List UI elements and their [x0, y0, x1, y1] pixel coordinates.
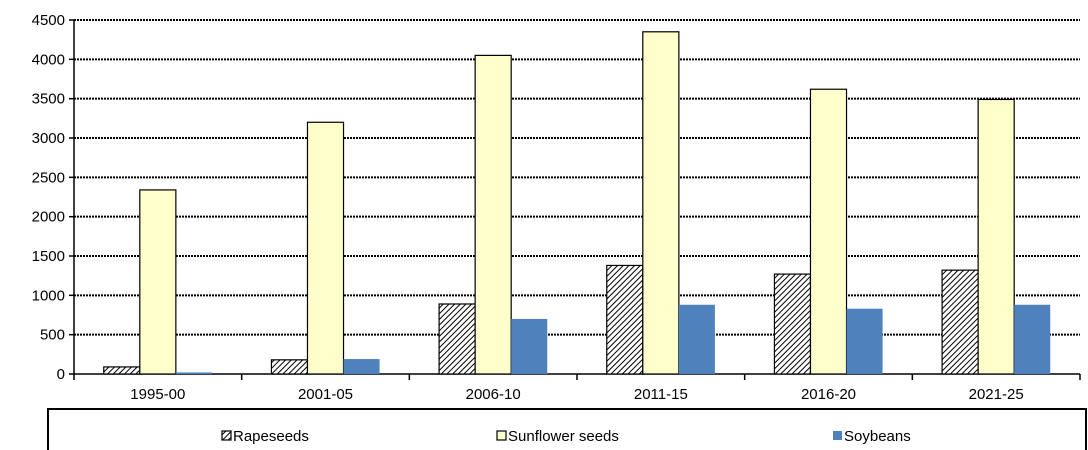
x-tick-label: 1995-00 — [130, 386, 185, 403]
legend-swatch — [496, 430, 507, 441]
bar-rapeseeds — [103, 366, 141, 375]
legend-label: Rapeseeds — [233, 428, 309, 445]
bar-soybeans — [343, 359, 380, 374]
bar-rapeseeds — [438, 303, 476, 375]
legend: Rapeseeds Sunflower seeds Soybeans — [47, 408, 1087, 450]
bar-sunflower-seeds — [642, 31, 680, 375]
y-axis: 0 500 1000 1500 2000 2500 3000 3500 4000 4500 — [32, 12, 75, 383]
bar-rapeseeds — [270, 359, 309, 375]
y-tick-label: 4000 — [32, 51, 65, 68]
bar-sunflower-seeds — [306, 121, 345, 375]
bars — [103, 31, 1051, 375]
bar-rapeseeds — [941, 269, 979, 375]
legend-label: Soybeans — [844, 428, 911, 445]
y-tick-label: 1000 — [32, 287, 65, 304]
y-tick-label: 3000 — [32, 130, 65, 147]
legend-swatch — [221, 430, 232, 441]
bar-sunflower-seeds — [139, 189, 177, 375]
bar-sunflower-seeds — [977, 98, 1015, 375]
bar-soybeans — [846, 308, 883, 374]
y-tick-label: 500 — [40, 327, 65, 344]
bar-soybeans — [511, 318, 548, 374]
x-tick-label: 2006-10 — [466, 386, 521, 403]
x-tick-label: 2011-15 — [634, 386, 688, 403]
x-axis: 1995-00 2001-05 2006-10 2011-15 2016-20 2021-… — [73, 373, 1081, 403]
gridlines — [74, 19, 1080, 336]
x-tick-label: 2016-20 — [801, 386, 856, 403]
bar-rapeseeds — [606, 264, 644, 375]
y-tick-label: 0 — [57, 366, 65, 383]
x-tick-label: 2001-05 — [298, 386, 353, 403]
bar-soybeans — [1014, 304, 1051, 374]
y-tick-label: 2000 — [32, 209, 65, 226]
y-tick-label: 2500 — [32, 169, 65, 186]
bar-soybeans — [678, 304, 715, 374]
legend-box — [47, 408, 1087, 450]
y-tick-label: 4500 — [32, 12, 65, 29]
bar-rapeseeds — [773, 273, 812, 375]
bar-soybeans — [175, 372, 212, 374]
bar-sunflower-seeds — [474, 54, 512, 375]
y-tick-label: 1500 — [32, 248, 65, 265]
bar-sunflower-seeds — [809, 88, 848, 375]
legend-swatch — [833, 431, 842, 440]
x-tick-label: 2021-25 — [969, 386, 1024, 403]
y-tick-label: 3500 — [32, 91, 65, 108]
legend-label: Sunflower seeds — [508, 428, 619, 445]
